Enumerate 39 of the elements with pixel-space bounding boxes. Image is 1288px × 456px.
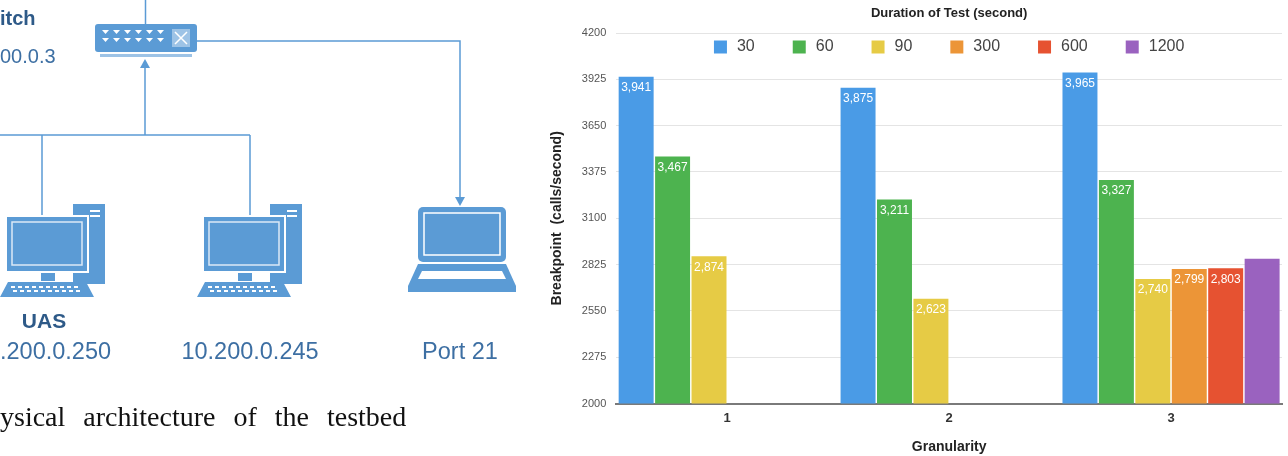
data-label: 2,740 xyxy=(1137,282,1169,297)
data-label: 3,941 xyxy=(621,79,652,94)
y-tick-label: 3100 xyxy=(581,211,607,224)
legend-title: Duration of Test (second) xyxy=(870,4,1028,20)
data-label: 3,327 xyxy=(1101,183,1132,198)
legend-label: 600 xyxy=(1061,37,1088,55)
y-tick-label: 2000 xyxy=(581,396,607,409)
data-label: 2,799 xyxy=(1174,272,1205,287)
x-tick-label: 2 xyxy=(945,409,953,425)
y-tick-label: 2275 xyxy=(581,350,607,363)
data-label: 3,965 xyxy=(1064,75,1096,90)
text: 00.0.3 xyxy=(0,45,56,67)
text: Port 21 xyxy=(422,338,498,365)
legend-label: 300 xyxy=(973,37,1001,55)
data-label: 2,803 xyxy=(1210,271,1242,286)
y-tick-label: 3375 xyxy=(581,165,607,178)
legend-label: 60 xyxy=(815,37,834,55)
data-label: 3,467 xyxy=(657,159,688,174)
text: itch xyxy=(0,7,36,29)
x-tick-label: 3 xyxy=(1167,409,1175,425)
data-label: 2,874 xyxy=(693,259,725,274)
legend-label: 1200 xyxy=(1148,37,1185,55)
legend-label: 30 xyxy=(736,37,755,55)
y-tick-label: 2550 xyxy=(581,303,607,316)
legend-label: 90 xyxy=(894,37,913,55)
x-axis-title: Granularity xyxy=(911,438,987,455)
y-tick-label: 4200 xyxy=(581,26,607,39)
y-tick-label: 2825 xyxy=(581,257,607,270)
y-tick-label: 3925 xyxy=(581,72,607,85)
text: 10.200.0.245 xyxy=(181,338,319,365)
y-axis-title: Breakpoint (calls/second) xyxy=(548,131,565,306)
text: ysical architecture of the testbed xyxy=(0,401,407,433)
data-label: 3,211 xyxy=(879,202,910,217)
x-tick-label: 1 xyxy=(723,409,731,425)
y-tick-label: 3650 xyxy=(581,118,607,131)
data-label: 3,875 xyxy=(843,91,874,106)
text: UAS xyxy=(21,309,67,333)
data-label: 2,623 xyxy=(915,301,947,316)
text: .200.0.250 xyxy=(0,338,112,365)
